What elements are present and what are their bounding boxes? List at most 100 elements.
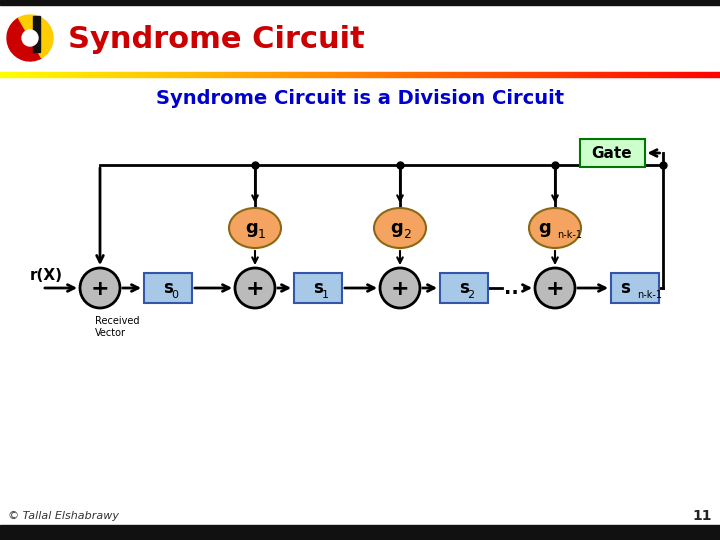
Bar <box>64 72 65 77</box>
Bar <box>231 72 232 77</box>
Bar <box>258 72 259 77</box>
Bar <box>427 72 428 77</box>
Bar <box>365 72 366 77</box>
Circle shape <box>380 268 420 308</box>
Bar <box>249 72 250 77</box>
Bar <box>514 72 515 77</box>
Ellipse shape <box>229 208 281 248</box>
Bar <box>100 72 101 77</box>
Bar <box>532 72 533 77</box>
Bar <box>343 72 344 77</box>
Bar <box>312 72 313 77</box>
Bar <box>522 72 523 77</box>
Bar <box>218 72 219 77</box>
Bar <box>418 72 419 77</box>
Bar <box>511 72 512 77</box>
Bar <box>448 72 449 77</box>
Bar <box>82 72 83 77</box>
Bar <box>286 72 287 77</box>
Bar <box>271 72 272 77</box>
Bar <box>395 72 396 77</box>
Bar <box>541 72 542 77</box>
Bar <box>547 72 548 77</box>
Bar <box>95 72 96 77</box>
Bar <box>238 72 239 77</box>
Bar <box>521 72 522 77</box>
Bar <box>170 72 171 77</box>
Bar <box>183 72 184 77</box>
Bar <box>272 72 273 77</box>
Bar <box>157 72 158 77</box>
Bar <box>122 72 123 77</box>
Bar <box>255 72 256 77</box>
Bar <box>191 72 192 77</box>
Bar <box>415 72 416 77</box>
Bar <box>642 72 643 77</box>
Bar <box>0 0 720 5</box>
Bar <box>687 72 688 77</box>
Bar <box>240 72 241 77</box>
Bar <box>368 72 369 77</box>
Bar <box>303 72 304 77</box>
Bar <box>257 72 258 77</box>
Bar <box>165 72 166 77</box>
Bar <box>68 72 69 77</box>
Bar <box>554 72 555 77</box>
Text: n-k-1: n-k-1 <box>557 230 582 240</box>
Bar <box>641 72 642 77</box>
Bar <box>298 72 299 77</box>
Bar <box>500 72 501 77</box>
Bar <box>283 72 284 77</box>
Bar <box>280 72 281 77</box>
Bar <box>574 72 575 77</box>
Bar <box>300 72 301 77</box>
Bar <box>555 72 556 77</box>
Bar <box>195 72 196 77</box>
Bar <box>92 72 93 77</box>
Bar <box>251 72 252 77</box>
Bar <box>421 72 422 77</box>
Text: Syndrome Circuit is a Division Circuit: Syndrome Circuit is a Division Circuit <box>156 89 564 107</box>
Bar <box>186 72 187 77</box>
Text: g: g <box>539 219 552 237</box>
Bar <box>75 72 76 77</box>
Bar <box>42 72 43 77</box>
Bar <box>130 72 131 77</box>
Bar <box>457 72 458 77</box>
Bar <box>89 72 90 77</box>
Bar <box>12 72 13 77</box>
Bar <box>454 72 455 77</box>
Bar <box>499 72 500 77</box>
Bar <box>553 72 554 77</box>
Bar <box>525 72 526 77</box>
Bar <box>215 72 216 77</box>
Bar <box>206 72 207 77</box>
Bar <box>518 72 519 77</box>
Bar <box>332 72 333 77</box>
Bar <box>656 72 657 77</box>
Bar <box>347 72 348 77</box>
Bar <box>582 72 583 77</box>
Bar <box>622 72 623 77</box>
Bar <box>526 72 527 77</box>
Bar <box>530 72 531 77</box>
FancyBboxPatch shape <box>440 273 488 303</box>
Bar <box>379 72 380 77</box>
Bar <box>464 72 465 77</box>
Bar <box>659 72 660 77</box>
Bar <box>60 72 61 77</box>
Bar <box>519 72 520 77</box>
Bar <box>391 72 392 77</box>
Bar <box>459 72 460 77</box>
Bar <box>163 72 164 77</box>
Bar <box>408 72 409 77</box>
Bar <box>159 72 160 77</box>
Bar <box>358 72 359 77</box>
Bar <box>476 72 477 77</box>
Bar <box>703 72 704 77</box>
Bar <box>387 72 388 77</box>
Bar <box>207 72 208 77</box>
Bar <box>314 72 315 77</box>
Bar <box>583 72 584 77</box>
Bar <box>120 72 121 77</box>
